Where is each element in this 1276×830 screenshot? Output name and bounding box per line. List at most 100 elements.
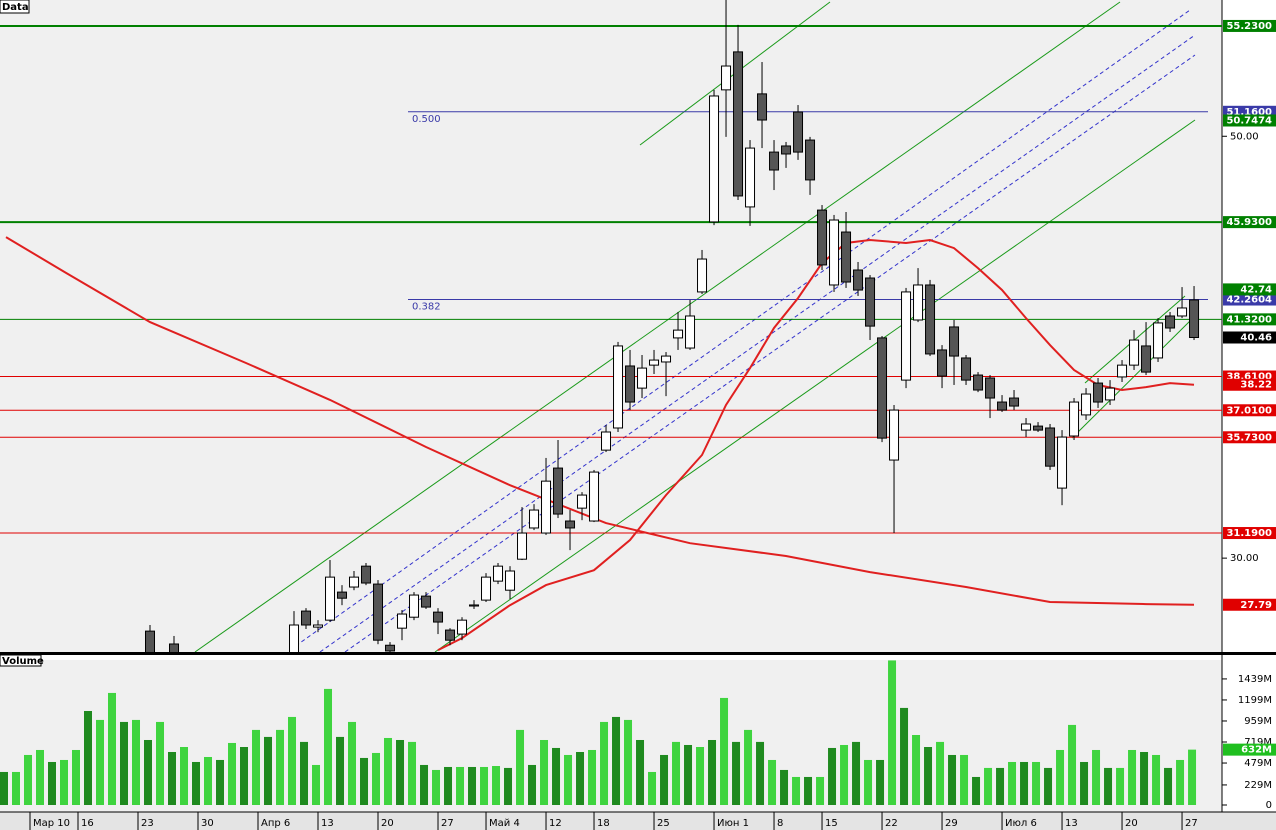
- price-label-box: [1223, 313, 1276, 326]
- candle-body: [541, 480, 552, 534]
- x-tick-label: 15: [825, 818, 838, 829]
- channel-line: [344, 54, 1196, 652]
- price-label: 37.0100: [1226, 405, 1272, 416]
- volume-bar: [228, 742, 237, 805]
- volume-bar: [216, 759, 225, 805]
- volume-bar: [792, 776, 801, 805]
- candle-body: [145, 630, 156, 652]
- volume-bar: [12, 771, 21, 805]
- candle-body: [841, 231, 852, 283]
- candle-body: [577, 494, 588, 509]
- price-label-box: [1223, 331, 1276, 344]
- pane-title-box: [0, 654, 42, 667]
- candle-body: [757, 93, 768, 121]
- candle-body: [613, 345, 624, 429]
- y-tick-label: 30.00: [1230, 553, 1259, 564]
- candle-body: [697, 258, 708, 293]
- channel-line: [434, 119, 1196, 652]
- candle-body: [301, 610, 312, 626]
- volume-bar: [828, 747, 837, 805]
- volume-bar: [108, 692, 117, 805]
- volume-bar: [96, 719, 105, 805]
- volume-bar: [132, 719, 141, 805]
- volume-bar: [528, 764, 537, 805]
- candle-body: [565, 520, 576, 529]
- candle-body: [1081, 393, 1092, 416]
- volume-bar: [1176, 759, 1185, 805]
- pane-separator: [0, 652, 1276, 655]
- candle-body: [769, 151, 780, 171]
- volume-bar: [288, 716, 297, 805]
- volume-bar: [492, 766, 501, 805]
- volume-bar: [636, 739, 645, 805]
- price-pane: [0, 0, 1222, 652]
- x-tick-label: 27: [441, 818, 454, 829]
- volume-bar: [768, 759, 777, 805]
- volume-bar: [864, 759, 873, 805]
- candle-body: [1129, 339, 1140, 366]
- volume-bar: [420, 764, 429, 805]
- volume-bar: [396, 739, 405, 805]
- candle-body: [337, 591, 348, 599]
- channel-lines: [194, 1, 1196, 652]
- channel-line: [194, 1, 1121, 652]
- volume-bar: [252, 729, 261, 805]
- volume-bar: [192, 761, 201, 805]
- candle-body: [457, 619, 468, 635]
- candle-body: [805, 139, 816, 181]
- price-label-box: [1223, 293, 1276, 306]
- candle-body: [937, 349, 948, 377]
- volume-bar: [648, 771, 657, 805]
- price-label: 31.1900: [1226, 528, 1272, 539]
- price-label-box: [1223, 431, 1276, 444]
- candle-body: [625, 365, 636, 403]
- x-tick-label: 27: [1185, 818, 1198, 829]
- candle-body: [853, 269, 864, 291]
- candle-body: [553, 467, 564, 515]
- candle-body: [829, 219, 840, 286]
- y-tick-label: 1199M: [1238, 695, 1272, 706]
- price-plot: 0.500 0.382: [0, 0, 1222, 652]
- x-tick-label: 12: [549, 818, 562, 829]
- volume-bar: [144, 739, 153, 805]
- volume-bar: [1032, 761, 1041, 805]
- price-label: 40.46: [1240, 332, 1272, 343]
- channel-line: [289, 9, 1191, 651]
- candle-body: [997, 401, 1008, 411]
- volume-bar: [276, 729, 285, 805]
- candle-body: [985, 377, 996, 399]
- volume-bar: [1128, 749, 1137, 805]
- candle-body: [589, 471, 600, 522]
- volume-bar: [324, 688, 333, 805]
- volume-bar: [180, 747, 189, 805]
- volume-bar: [240, 747, 249, 805]
- volume-bar: [936, 741, 945, 805]
- candle-body: [373, 583, 384, 641]
- fib-level-label: 0.382: [412, 302, 441, 313]
- candle-body: [1033, 425, 1044, 431]
- volume-bar: [168, 751, 177, 805]
- y-tick-label: 959M: [1244, 716, 1272, 727]
- y-tick-label: 50.00: [1230, 131, 1259, 142]
- x-tick-label: 20: [1125, 818, 1138, 829]
- moving-average: [5, 236, 1195, 606]
- candle-body: [673, 329, 684, 339]
- volume-bar: [756, 741, 765, 805]
- candle-body: [349, 576, 360, 588]
- price-label: 51.1600: [1226, 107, 1272, 118]
- volume-bar: [204, 756, 213, 805]
- candle-body: [409, 594, 420, 618]
- volume-bar: [24, 754, 33, 805]
- last-volume-box: [1223, 743, 1276, 756]
- x-tick-label: 8: [777, 818, 783, 829]
- candle-body: [1105, 387, 1116, 401]
- volume-bar: [348, 721, 357, 805]
- volume-bar: [312, 764, 321, 805]
- candle-body: [1093, 382, 1104, 403]
- volume-bar: [444, 766, 453, 805]
- x-tick-label: 22: [885, 818, 898, 829]
- x-tick-label: Мар 10: [33, 818, 70, 829]
- price-label-box: [1223, 598, 1276, 611]
- price-label: 42.74: [1240, 284, 1272, 295]
- candle-body: [817, 209, 828, 266]
